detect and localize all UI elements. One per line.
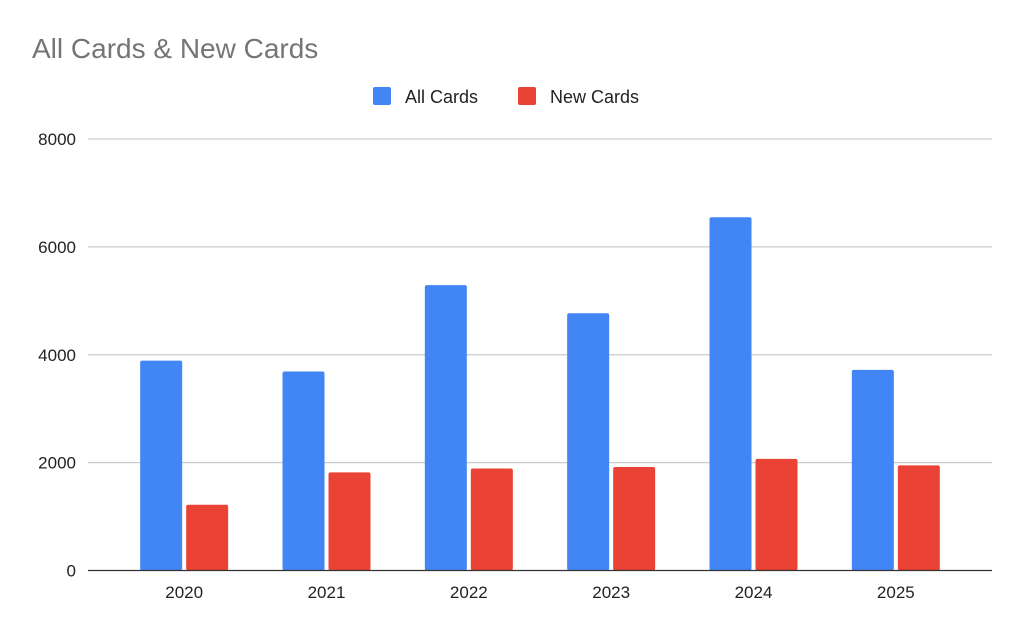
y-tick-label: 2000 bbox=[38, 454, 76, 473]
x-tick-label: 2021 bbox=[308, 583, 346, 602]
bar-new-cards-2025 bbox=[897, 465, 940, 571]
chart-title: All Cards & New Cards bbox=[32, 33, 318, 64]
legend-label-new-cards: New Cards bbox=[550, 87, 639, 107]
legend: All Cards New Cards bbox=[373, 87, 639, 107]
legend-label-all-cards: All Cards bbox=[405, 87, 478, 107]
bar-all-cards-2024 bbox=[709, 217, 752, 571]
x-tick-label: 2022 bbox=[450, 583, 488, 602]
bar-new-cards-2021 bbox=[328, 472, 371, 571]
bar-all-cards-2023 bbox=[567, 313, 610, 571]
y-tick-label: 6000 bbox=[38, 238, 76, 257]
bar-all-cards-2025 bbox=[851, 369, 894, 571]
legend-swatch-all-cards bbox=[373, 87, 391, 105]
bar-new-cards-2023 bbox=[613, 466, 656, 571]
y-tick-label: 4000 bbox=[38, 346, 76, 365]
x-tick-label: 2020 bbox=[165, 583, 203, 602]
bar-all-cards-2022 bbox=[424, 285, 467, 571]
bar-all-cards-2021 bbox=[282, 371, 325, 571]
bar-new-cards-2020 bbox=[186, 504, 229, 571]
x-tick-label: 2025 bbox=[877, 583, 915, 602]
x-tick-label: 2024 bbox=[735, 583, 773, 602]
bar-new-cards-2022 bbox=[470, 468, 513, 571]
legend-swatch-new-cards bbox=[518, 87, 536, 105]
bar-all-cards-2020 bbox=[140, 360, 183, 571]
x-tick-label: 2023 bbox=[592, 583, 630, 602]
bar-new-cards-2024 bbox=[755, 458, 798, 571]
y-tick-label: 8000 bbox=[38, 130, 76, 149]
y-tick-label: 0 bbox=[67, 562, 76, 581]
